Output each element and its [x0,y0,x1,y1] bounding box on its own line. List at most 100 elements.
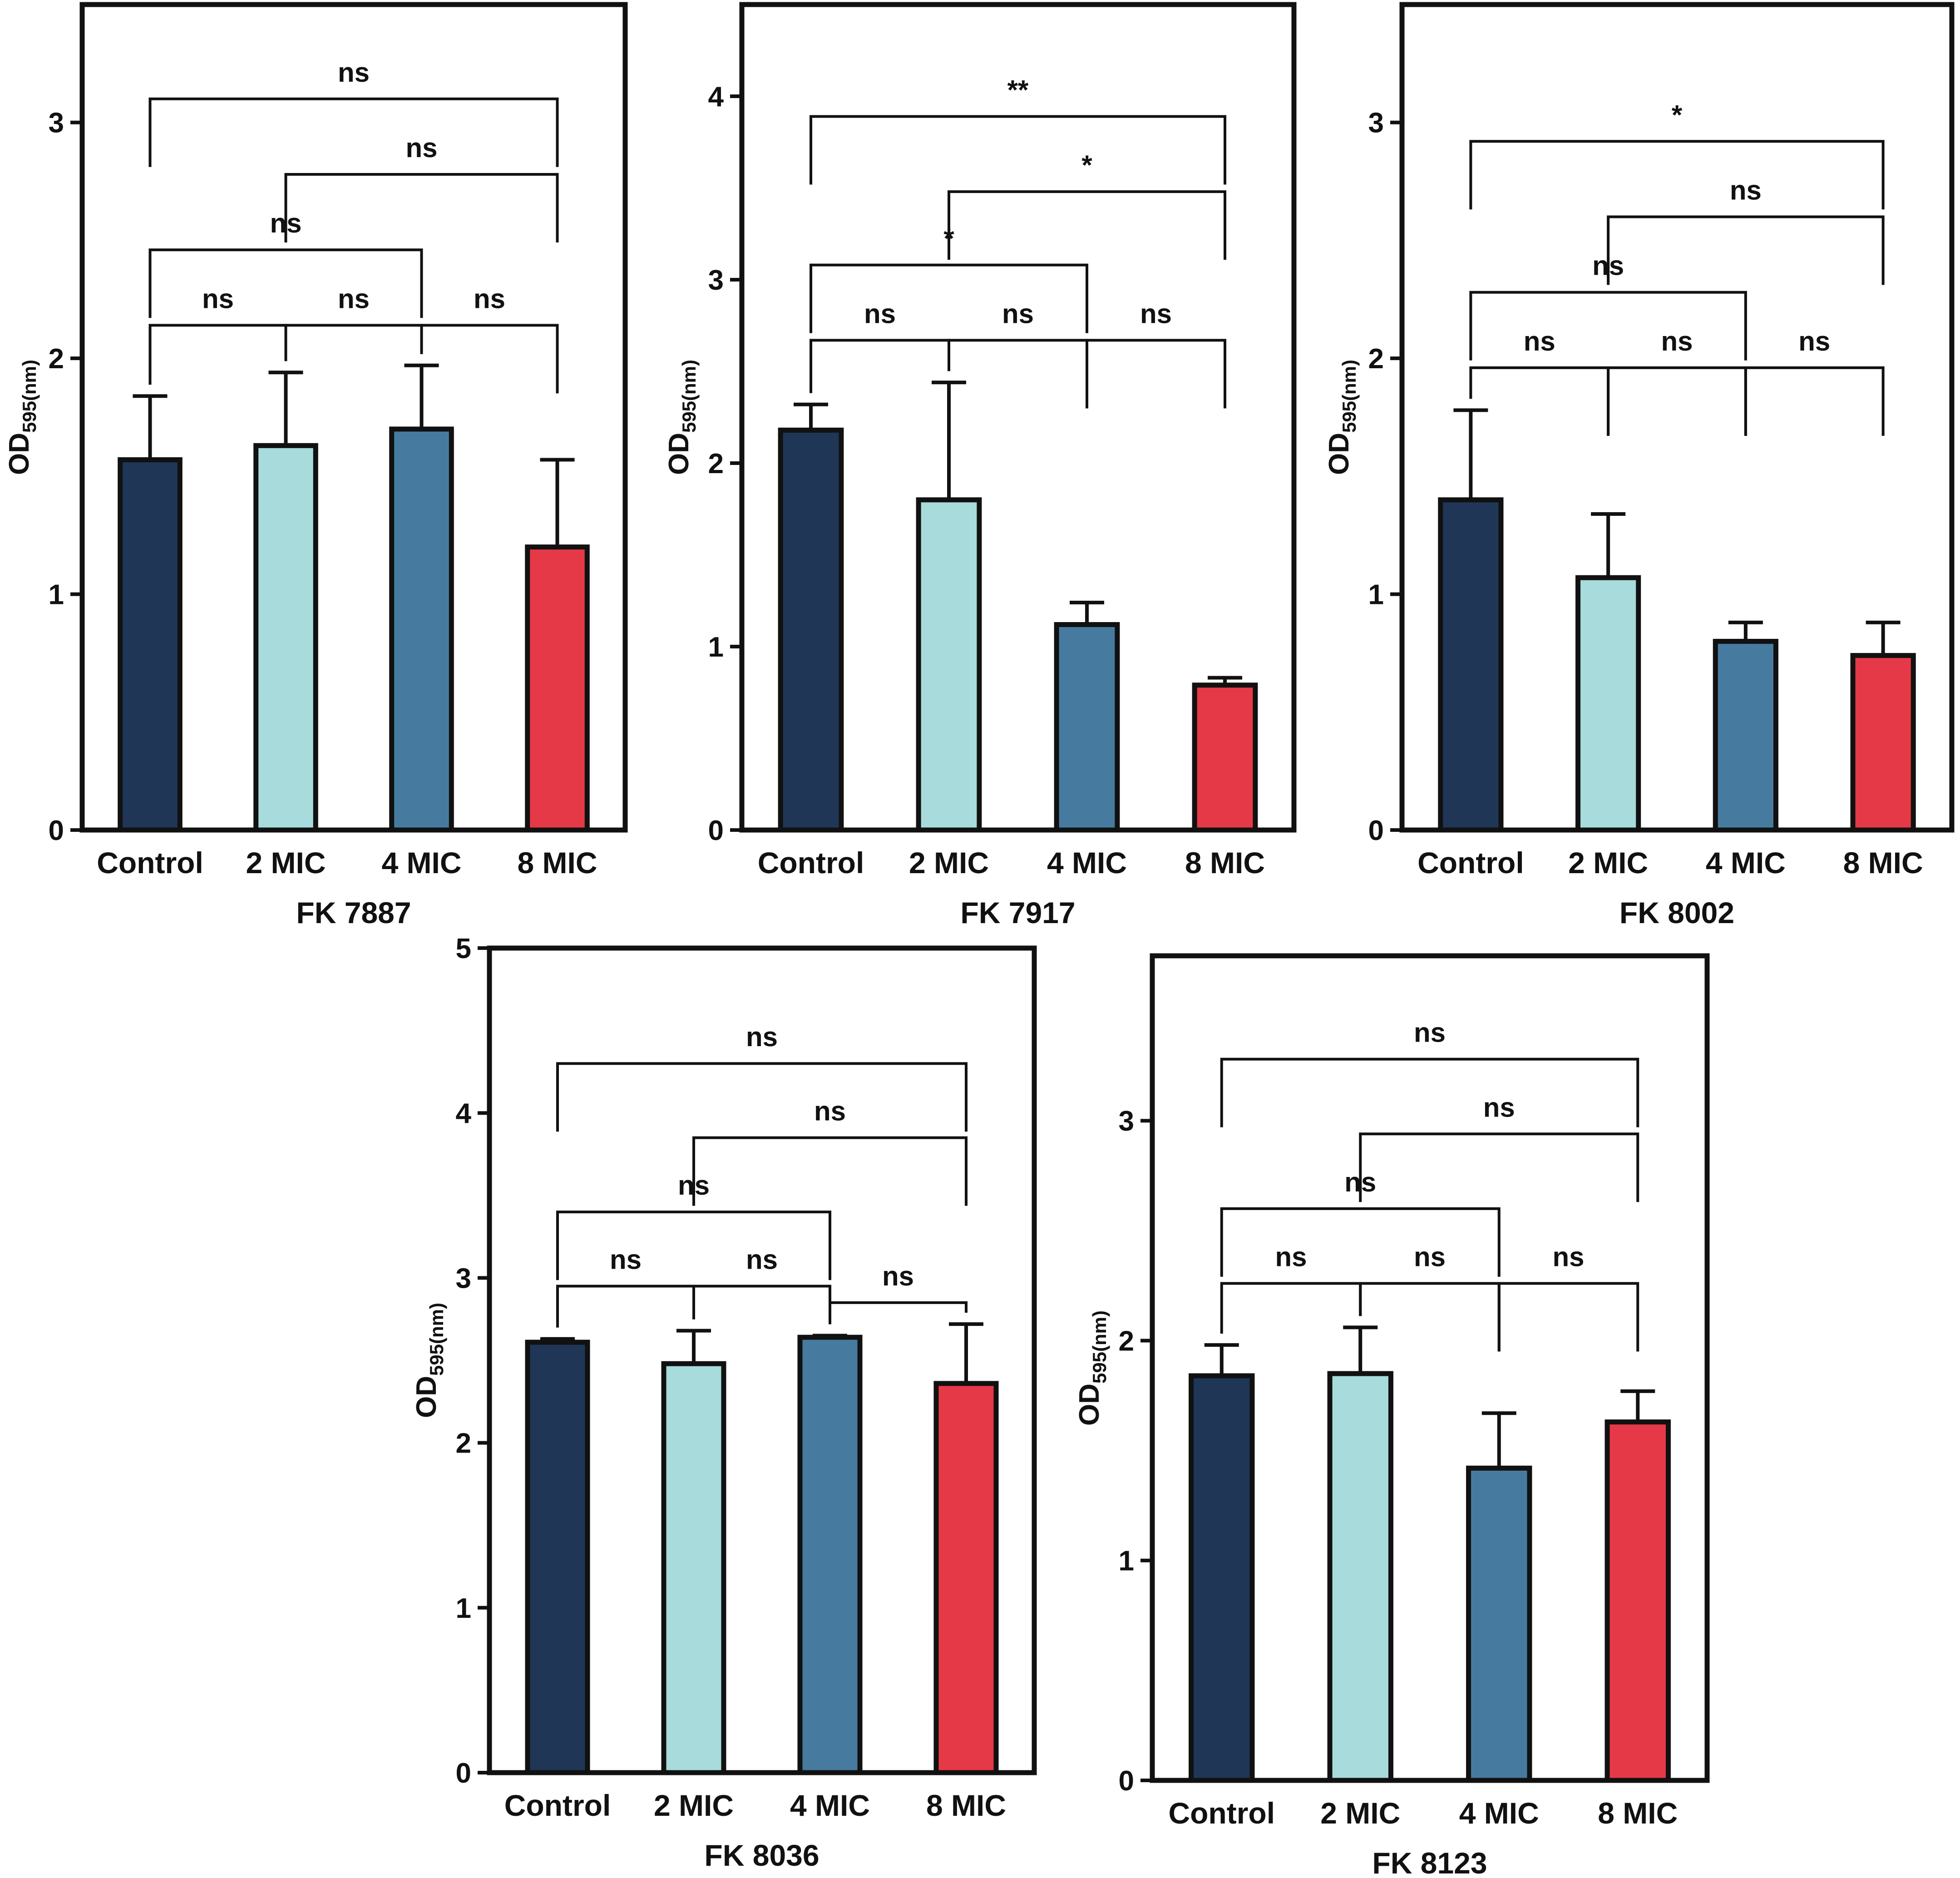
bar-control [778,427,844,833]
significance-label: ns [814,1096,846,1127]
significance-bracket [1086,339,1226,409]
y-axis-label: OD595(nm) [411,1303,447,1418]
bar-2-mic [661,1361,726,1775]
y-tick-label: 3 [456,1263,471,1294]
y-axis-label-main: OD [1074,1384,1105,1426]
significance-bracket [1359,1282,1501,1352]
strain-label: FK 8036 [704,1838,819,1872]
significance-bracket [148,97,559,167]
significance-bracket [810,115,1226,185]
x-tick-label-2-mic: 2 MIC [1568,846,1648,880]
y-tick-label: 4 [456,1098,472,1129]
significance-bracket [692,1136,968,1206]
significance-bracket [810,339,950,393]
y-axis-label-main: OD [663,433,695,475]
bar-4-mic [1466,1465,1532,1783]
bar-4-mic [1054,622,1120,833]
significance-bracket [948,190,1226,260]
significance-bracket [1220,1058,1639,1127]
significance-bracket [1469,366,1610,436]
significance-label: * [1672,99,1683,130]
significance-bracket [1607,215,1885,285]
y-axis-label-main: OD [4,433,35,475]
strain-label: FK 7887 [296,896,411,929]
significance-label: ns [1552,1242,1584,1272]
y-axis-label-sub: 595(nm) [19,360,40,433]
y-axis-label-main: OD [411,1376,442,1418]
y-axis-label-sub: 595(nm) [1338,360,1360,433]
significance-bracket [148,324,287,385]
significance-label: ns [338,57,370,88]
significance-label: ns [202,283,234,314]
significance-label: ns [610,1245,642,1275]
significance-label: ns [405,133,437,163]
bar-control [1189,1373,1255,1783]
y-tick-label: 1 [456,1593,471,1624]
significance-label: ns [746,1245,778,1275]
y-tick-label: 2 [708,448,724,479]
panel-fk-8036: 0 1 2 3 4 5 OD595(nm) Control 2 MIC 4 MIC 8 MIC FK … [411,933,1037,1872]
significance-bracket [284,324,423,361]
y-axis-label-sub: 595(nm) [426,1303,447,1376]
panel-fk-8002: 0 1 2 3 OD595(nm) Control 2 MIC 4 MIC 8 MIC FK 80… [1323,2,1955,929]
plot-frame [79,2,628,833]
bar-control [525,1339,590,1775]
bar-4-mic [797,1334,863,1775]
plot-frame [1150,953,1710,1783]
bar-control [118,457,183,833]
significance-label: ns [338,283,370,314]
x-tick-label-8-mic: 8 MIC [1598,1796,1678,1830]
bar-8-mic [525,544,590,833]
bar-4-mic [389,426,454,833]
y-tick-label: 0 [1368,815,1384,846]
plot-frame [487,945,1037,1775]
x-tick-label-4-mic: 4 MIC [381,846,461,880]
x-tick-label-4-mic: 4 MIC [790,1789,870,1822]
significance-label: ns [1275,1242,1307,1272]
bar-2-mic [1327,1371,1393,1783]
y-tick-label: 0 [1119,1765,1134,1797]
bar-2-mic [253,443,318,833]
significance-label: ns [474,283,505,314]
significance-label: ns [1661,326,1693,356]
significance-bracket [556,1062,968,1132]
significance-bracket [1469,140,1885,210]
significance-label: ns [882,1261,914,1291]
x-tick-label-2-mic: 2 MIC [246,846,326,880]
x-tick-label-8-mic: 8 MIC [517,846,597,880]
significance-bracket [1359,1132,1639,1202]
x-tick-label-control: Control [1417,846,1524,880]
y-axis-label-main: OD [1323,433,1355,475]
significance-bracket [556,1285,695,1328]
y-tick-label: 1 [708,632,724,663]
significance-label: ns [1730,175,1762,205]
y-tick-label: 0 [456,1758,471,1789]
significance-bracket [1607,366,1747,436]
y-tick-label: 3 [1368,108,1384,139]
bar-8-mic [1605,1419,1671,1783]
x-tick-label-4-mic: 4 MIC [1459,1796,1539,1830]
y-axis-label-sub: 595(nm) [678,360,700,433]
significance-label: ns [1414,1018,1446,1048]
strain-label: FK 7917 [960,896,1075,929]
strain-label: FK 8002 [1619,896,1734,929]
y-tick-label: 2 [49,343,64,375]
strain-label: FK 8123 [1372,1846,1487,1878]
significance-bracket [829,1301,968,1324]
x-tick-label-4-mic: 4 MIC [1047,846,1127,880]
significance-label: ns [1524,326,1555,356]
y-tick-label: 3 [1119,1106,1134,1137]
x-tick-label-8-mic: 8 MIC [1843,846,1923,880]
significance-label: ** [1007,74,1029,105]
y-axis-label: OD595(nm) [1074,1310,1110,1426]
x-tick-label-control: Control [758,846,864,880]
significance-bracket [1220,1282,1362,1334]
significance-label: ns [1140,298,1172,329]
x-tick-label-2-mic: 2 MIC [909,846,989,880]
y-axis-label: OD595(nm) [1323,360,1360,475]
y-tick-label: 2 [1368,343,1384,375]
bar-control [1438,497,1504,833]
plot-frame [739,2,1297,833]
y-tick-label: 3 [49,108,64,139]
